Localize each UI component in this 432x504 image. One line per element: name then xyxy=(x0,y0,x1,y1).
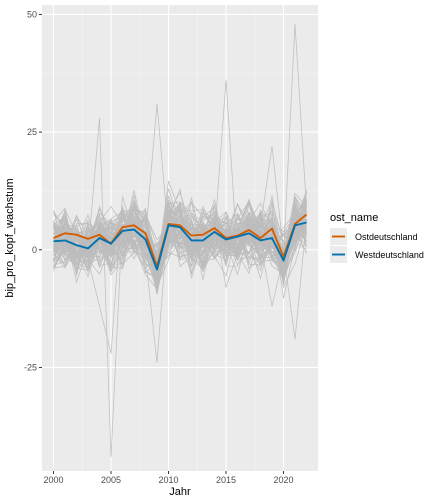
x-tick-label: 2020 xyxy=(273,475,293,485)
regional-line xyxy=(53,192,307,272)
legend-label: Westdeutschland xyxy=(355,250,424,260)
x-tick-label: 2000 xyxy=(43,475,63,485)
y-tick-label: 50 xyxy=(27,9,37,19)
y-axis-title: bip_pro_kopf_wachstum xyxy=(4,178,16,297)
regional-line xyxy=(53,213,307,262)
legend: ost_name Ostdeutschland Westdeutschland xyxy=(330,212,424,263)
regional-line xyxy=(53,23,307,457)
regional-lines xyxy=(53,23,307,457)
series-lines xyxy=(53,213,308,271)
x-tick-label: 2010 xyxy=(158,475,178,485)
x-axis-title: Jahr xyxy=(169,486,191,498)
regional-line xyxy=(53,195,307,272)
y-tick-label: 0 xyxy=(32,245,37,255)
series-line-ostdeutschland xyxy=(53,213,308,268)
regional-line xyxy=(53,200,307,292)
x-tick-label: 2005 xyxy=(101,475,121,485)
regional-line xyxy=(53,213,307,295)
regional-line xyxy=(53,209,307,280)
legend-items: Ostdeutschland Westdeutschland xyxy=(330,228,424,263)
y-tick-label: -25 xyxy=(24,362,37,372)
legend-title: ost_name xyxy=(330,212,378,224)
y-tick-label: 25 xyxy=(27,127,37,137)
legend-label: Ostdeutschland xyxy=(355,232,418,242)
x-axis-ticks: 2000 2005 2010 2015 2020 xyxy=(43,471,294,485)
x-tick-label: 2015 xyxy=(216,475,236,485)
regional-line xyxy=(53,209,307,271)
series-line-westdeutschland xyxy=(53,221,307,271)
regional-line xyxy=(53,208,307,275)
y-axis-ticks: -25 0 25 50 xyxy=(24,9,42,372)
